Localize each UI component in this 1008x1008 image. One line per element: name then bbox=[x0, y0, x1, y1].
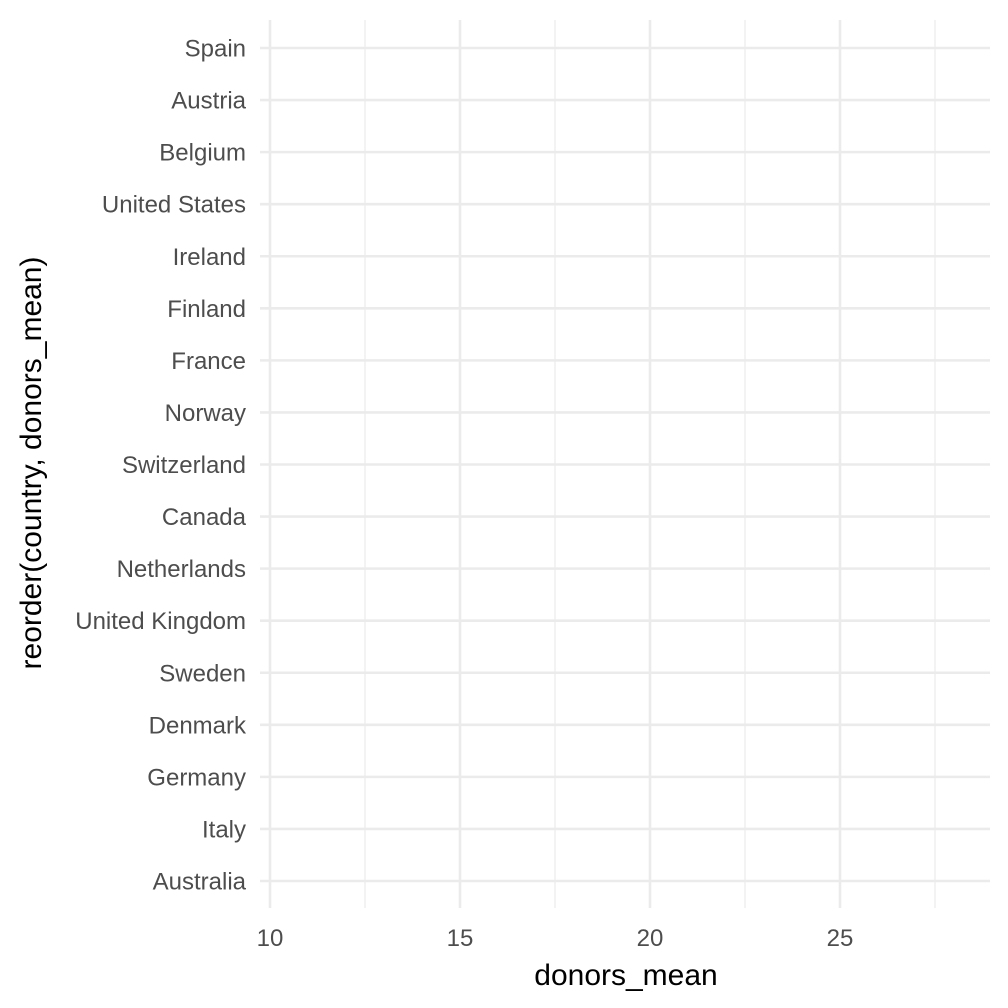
y-tick-label: Austria bbox=[171, 88, 246, 115]
y-tick-label: Sweden bbox=[159, 660, 246, 687]
x-tick-label: 15 bbox=[447, 925, 474, 952]
y-tick-label: Canada bbox=[162, 504, 247, 531]
y-tick-label: Switzerland bbox=[122, 452, 246, 479]
y-tick-label: Belgium bbox=[159, 140, 246, 167]
y-tick-label: Italy bbox=[202, 816, 246, 843]
grid-lines bbox=[260, 20, 990, 908]
x-tick-labels: 10 15 20 25 bbox=[257, 925, 854, 952]
y-tick-label: United Kingdom bbox=[75, 608, 246, 635]
y-tick-label: Norway bbox=[165, 400, 246, 427]
x-tick-label: 20 bbox=[637, 925, 664, 952]
x-tick-label: 25 bbox=[827, 925, 854, 952]
y-tick-label: Ireland bbox=[173, 244, 246, 271]
y-tick-label: Germany bbox=[147, 764, 246, 791]
y-tick-labels: Spain Austria Belgium United States Ireland F… bbox=[75, 36, 247, 896]
y-tick-label: United States bbox=[102, 192, 246, 219]
y-tick-label: Finland bbox=[167, 296, 246, 323]
y-axis-title: reorder(country, donors_mean) bbox=[15, 257, 48, 670]
y-tick-label: Australia bbox=[153, 869, 247, 896]
y-tick-label: Denmark bbox=[149, 712, 247, 739]
y-tick-label: Netherlands bbox=[117, 556, 246, 583]
y-tick-label: France bbox=[171, 348, 246, 375]
y-tick-label: Spain bbox=[185, 36, 246, 63]
x-tick-label: 10 bbox=[257, 925, 284, 952]
x-axis-title: donors_mean bbox=[534, 959, 717, 992]
